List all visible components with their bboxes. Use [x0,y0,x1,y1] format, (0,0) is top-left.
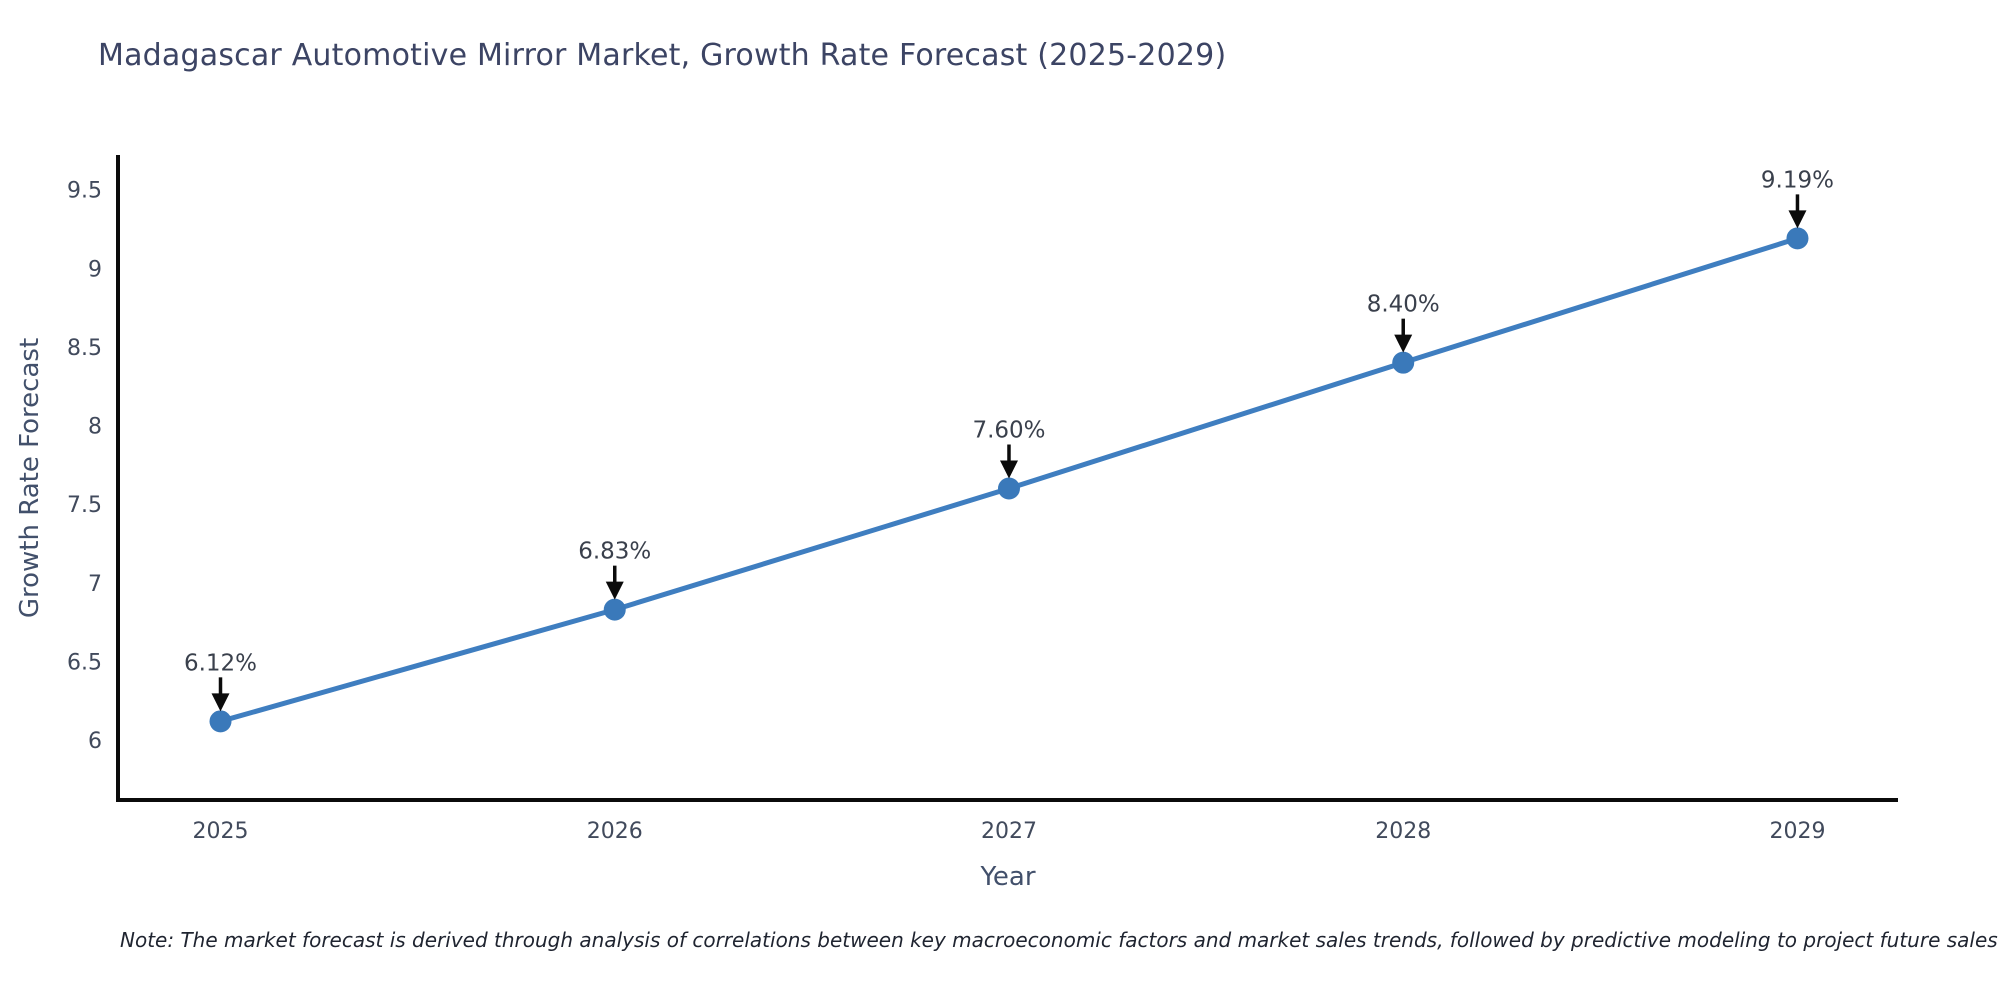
x-tick-label: 2028 [1375,819,1431,844]
x-axis-title: Year [980,862,1036,892]
data-point-marker [997,477,1020,500]
data-point-label: 8.40% [1367,292,1440,318]
y-tick-label: 7 [88,572,102,597]
y-tick-label: 8 [88,415,102,440]
series-layer [209,227,1809,733]
data-point-marker [1392,351,1415,374]
data-point-label: 6.83% [578,539,651,565]
x-tick-label: 2025 [193,819,249,844]
x-tick-label: 2027 [981,819,1037,844]
annotation-arrow-head [1394,334,1413,353]
annotation-arrow-head [605,581,624,600]
data-point-marker [209,710,232,733]
chart-title: Madagascar Automotive Mirror Market, Gro… [98,38,1227,73]
data-point-label: 9.19% [1761,167,1834,193]
y-tick-label: 6 [88,729,102,754]
data-point-label: 6.12% [184,650,257,676]
y-tick-label: 9.5 [67,179,102,204]
annotation-arrow-head [211,693,230,712]
y-tick-label: 7.5 [67,493,102,518]
x-tick-label: 2029 [1769,819,1825,844]
y-tick-label: 9 [88,257,102,282]
x-tick-label: 2026 [587,819,643,844]
y-tick-label: 6.5 [67,651,102,676]
annotation-layer: 6.12% 6.83% 7.60% 8.40% 9.19% [184,167,1834,712]
data-point-marker [1786,227,1809,250]
footnote: Note: The market forecast is derived thr… [120,928,1998,952]
annotation-arrow-head [1788,210,1807,229]
y-tick-label: 8.5 [67,336,102,361]
data-point-marker [603,598,626,621]
axis-tick-labels: 6 6.5 7 7.5 8 8.5 9 9.5 2025 2026 2027 2028 2029 [67,179,1825,844]
data-point-label: 7.60% [972,418,1045,444]
annotation-arrow-head [999,460,1018,479]
